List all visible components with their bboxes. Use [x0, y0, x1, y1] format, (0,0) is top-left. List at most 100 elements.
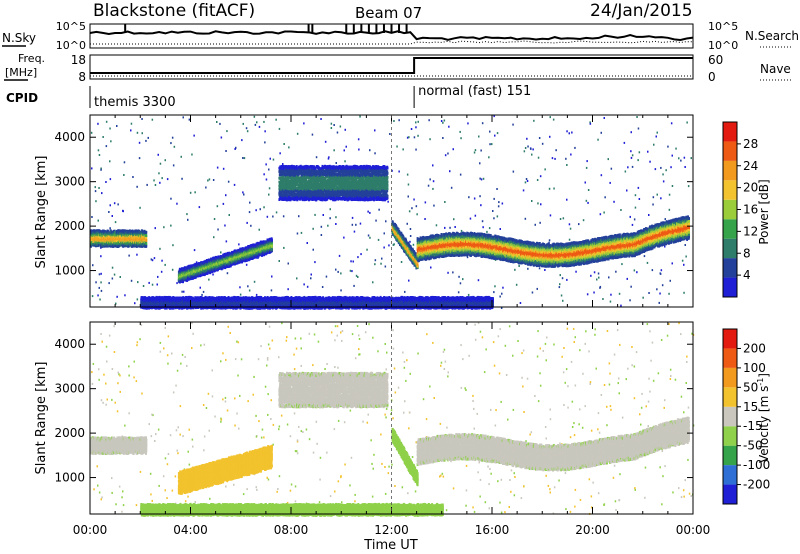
power-noise-32	[105, 181, 107, 183]
power-noise-247	[447, 272, 449, 274]
power-noise-675	[161, 260, 163, 262]
power-noise-497	[544, 269, 546, 271]
power-noise-516	[675, 148, 677, 150]
power-noise-95	[374, 152, 376, 154]
power-noise-673	[234, 148, 236, 150]
power-noise-39	[586, 160, 588, 162]
power-noise-101	[372, 281, 374, 283]
power-noise-38	[514, 269, 516, 271]
power-noise-533	[498, 201, 500, 203]
power-noise-14	[263, 206, 265, 208]
power-noise-209	[526, 178, 528, 180]
power-noise-303	[404, 291, 406, 293]
cpid-segment-1: normal (fast) 151	[418, 84, 531, 99]
power-noise-46	[578, 223, 580, 225]
power-noise-662	[398, 119, 400, 121]
power-noise-157	[327, 225, 329, 227]
power-noise-249	[621, 263, 623, 265]
power-noise-130	[574, 147, 576, 149]
power-noise-40	[183, 291, 185, 293]
power-noise-278	[95, 200, 97, 202]
power-noise-391	[662, 284, 664, 286]
power-noise-332	[635, 207, 637, 209]
power-noise-627	[112, 278, 114, 280]
power-noise-318	[453, 218, 455, 220]
power-noise-623	[415, 149, 417, 151]
power-noise-305	[670, 166, 672, 168]
power-noise-99	[671, 122, 673, 124]
power-noise-151	[97, 123, 99, 125]
power-noise-528	[170, 142, 172, 144]
power-noise-86	[575, 271, 577, 273]
power-noise-578	[272, 216, 274, 218]
power-noise-672	[430, 267, 432, 269]
power-noise-191	[520, 302, 522, 304]
power-noise-90	[385, 220, 387, 222]
power-noise-445	[173, 164, 175, 166]
power-noise-526	[159, 248, 161, 250]
power-noise-541	[527, 146, 529, 148]
power-noise-688	[99, 154, 101, 156]
power-noise-245	[410, 228, 412, 230]
power-noise-569	[569, 223, 571, 225]
power-noise-480	[478, 136, 480, 138]
power-noise-73	[433, 180, 435, 182]
power-noise-538	[409, 241, 411, 243]
power-noise-439	[493, 198, 495, 200]
power-noise-592	[217, 229, 219, 231]
power-noise-668	[131, 123, 133, 125]
power-noise-53	[497, 215, 499, 217]
power-noise-686	[627, 278, 629, 280]
power-noise-168	[155, 184, 157, 186]
power-noise-242	[489, 131, 491, 133]
power-noise-253	[669, 194, 671, 196]
power-noise-665	[639, 198, 641, 200]
power-noise-111	[246, 222, 248, 224]
power-noise-223	[333, 124, 335, 126]
power-noise-257	[259, 126, 261, 128]
power-noise-276	[213, 236, 215, 238]
power-noise-622	[242, 191, 244, 193]
power-noise-296	[635, 194, 637, 196]
power-noise-378	[323, 214, 325, 216]
power-noise-192	[381, 258, 383, 260]
power-noise-388	[254, 116, 256, 118]
power-noise-424	[480, 150, 482, 152]
power-noise-405	[460, 174, 462, 176]
power-noise-474	[634, 218, 636, 220]
power-noise-451	[136, 186, 138, 188]
power-noise-511	[310, 277, 312, 279]
power-noise-436	[513, 171, 515, 173]
power-noise-563	[416, 205, 418, 207]
power-noise-374	[498, 205, 500, 207]
power-noise-620	[249, 290, 251, 292]
power-noise-458	[325, 141, 327, 143]
power-noise-466	[174, 146, 176, 148]
power-noise-25	[109, 227, 111, 229]
power-noise-35	[164, 264, 166, 266]
power-noise-698	[260, 208, 262, 210]
power-noise-96	[333, 149, 335, 151]
power-noise-267	[479, 195, 481, 197]
power-noise-71	[609, 182, 611, 184]
power-noise-467	[343, 237, 345, 239]
power-noise-233	[566, 130, 568, 132]
power-noise-181	[106, 121, 108, 123]
power-noise-85	[139, 207, 141, 209]
power-noise-97	[384, 232, 386, 234]
power-noise-486	[470, 218, 472, 220]
power-noise-694	[408, 184, 410, 186]
power-noise-651	[653, 196, 655, 198]
power-noise-478	[256, 121, 258, 123]
power-noise-20	[352, 224, 354, 226]
power-noise-565	[288, 146, 290, 148]
power-noise-299	[239, 286, 241, 288]
power-noise-258	[432, 188, 434, 190]
power-noise-183	[597, 139, 599, 141]
power-noise-359	[110, 140, 112, 142]
power-noise-343	[117, 203, 119, 205]
power-noise-236	[228, 181, 230, 183]
power-noise-18	[369, 237, 371, 239]
power-noise-433	[132, 176, 134, 178]
power-noise-165	[407, 223, 409, 225]
